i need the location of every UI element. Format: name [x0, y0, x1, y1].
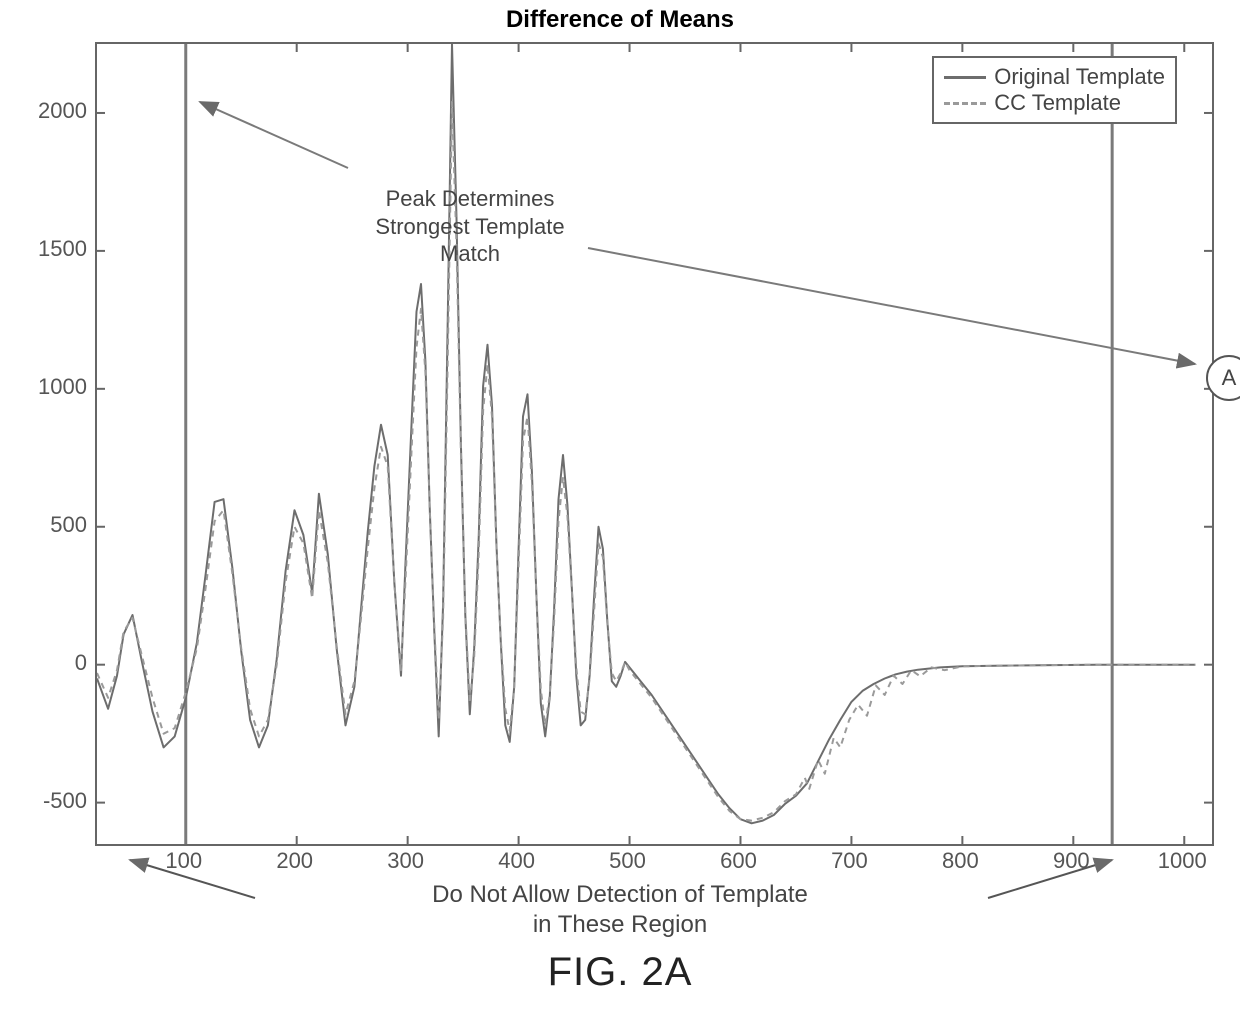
x-tick-label: 300 — [376, 848, 436, 874]
peak-annotation-line1: Peak Determines — [340, 185, 600, 213]
y-tick-label: 0 — [17, 650, 87, 676]
legend-swatch-original — [944, 76, 986, 79]
x-tick-label: 400 — [487, 848, 547, 874]
series-cc — [97, 102, 1195, 821]
y-tick-label: 500 — [17, 512, 87, 538]
y-tick-label: 2000 — [17, 98, 87, 124]
x-tick-label: 1000 — [1152, 848, 1212, 874]
x-tick-label: 800 — [930, 848, 990, 874]
y-tick-label: -500 — [17, 788, 87, 814]
legend-item-cc: CC Template — [944, 90, 1165, 116]
x-tick-label: 900 — [1041, 848, 1101, 874]
x-tick-label: 500 — [598, 848, 658, 874]
y-tick-label: 1000 — [17, 374, 87, 400]
legend-swatch-cc — [944, 102, 986, 105]
x-tick-label: 100 — [154, 848, 214, 874]
series-original — [97, 44, 1195, 823]
figure-label: FIG. 2A — [0, 950, 1240, 995]
peak-annotation-line2: Strongest Template — [340, 213, 600, 241]
peak-annotation: Peak Determines Strongest Template Match — [340, 185, 600, 268]
plot-area: Original TemplateCC Template — [95, 42, 1214, 846]
plot-svg — [97, 44, 1212, 844]
legend-item-original: Original Template — [944, 64, 1165, 90]
x-tick-label: 600 — [708, 848, 768, 874]
figure-container: Difference of Means Original TemplateCC … — [0, 0, 1240, 1010]
chart-title: Difference of Means — [0, 6, 1240, 34]
x-tick-label: 200 — [265, 848, 325, 874]
peak-annotation-line3: Match — [340, 240, 600, 268]
region-annotation-line2: in These Region — [250, 910, 990, 940]
x-tick-label: 700 — [819, 848, 879, 874]
y-tick-label: 1500 — [17, 236, 87, 262]
region-annotation: Do Not Allow Detection of Template in Th… — [250, 880, 990, 940]
callout-a-label: A — [1222, 365, 1237, 390]
region-annotation-line1: Do Not Allow Detection of Template — [250, 880, 990, 910]
legend-label-original: Original Template — [994, 64, 1165, 90]
legend-label-cc: CC Template — [994, 90, 1121, 116]
legend: Original TemplateCC Template — [932, 56, 1177, 124]
